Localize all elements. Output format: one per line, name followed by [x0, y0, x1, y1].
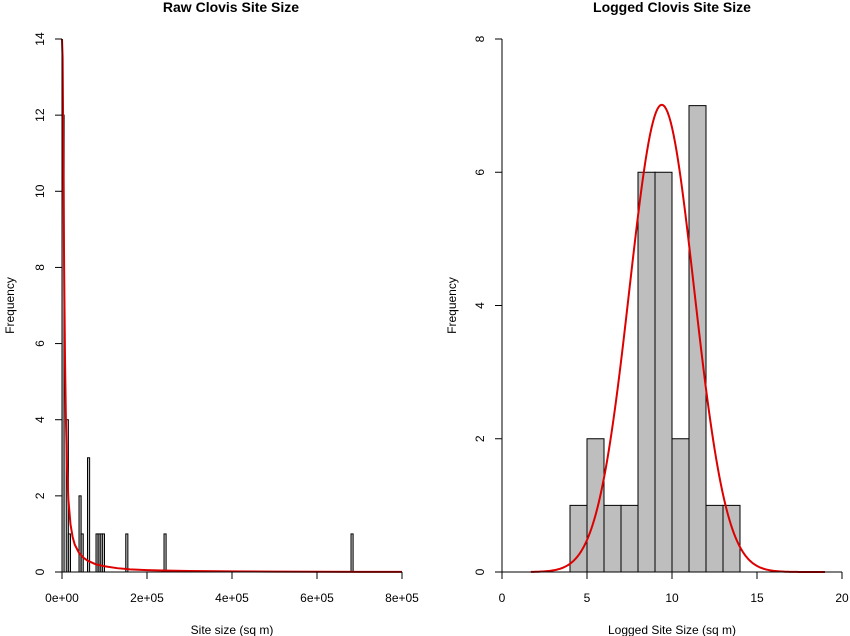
- histogram-bar: [87, 457, 91, 573]
- y-tick-label: 8: [473, 35, 487, 42]
- logged-site-size-histogram-panel: Logged Clovis Site Size 0 5 10 15 20 0 2 4 6 8 Logg…: [445, 0, 849, 636]
- x-tick-label: 20: [835, 591, 849, 605]
- x-tick-label: 2e+05: [130, 591, 164, 605]
- y-tick-label: 2: [33, 492, 47, 499]
- histogram-bar: [722, 504, 741, 573]
- x-tick-label: 6e+05: [300, 591, 334, 605]
- density-curve: [61, 38, 403, 573]
- y-tick-label: 6: [33, 340, 47, 347]
- x-tick-label: 15: [750, 591, 764, 605]
- y-tick-label: 4: [473, 302, 487, 309]
- x-tick-label: 10: [665, 591, 679, 605]
- histogram-bar: [125, 533, 129, 573]
- x-tick-label: 8e+05: [385, 591, 419, 605]
- y-tick-label: 6: [473, 169, 487, 176]
- histogram-bar: [637, 171, 656, 573]
- y-axis-label: Frequency: [3, 277, 17, 334]
- x-tick-label: 5: [584, 591, 591, 605]
- x-tick-label: 0: [499, 591, 506, 605]
- histogram-bar: [67, 533, 71, 573]
- x-axis-label: Logged Site Size (sq m): [608, 623, 736, 636]
- y-tick-label: 2: [473, 435, 487, 442]
- histogram-bar: [671, 438, 690, 573]
- y-tick-label: 8: [33, 264, 47, 271]
- chart-title: Raw Clovis Site Size: [163, 0, 299, 15]
- x-axis-label: Site size (sq m): [191, 623, 274, 636]
- y-tick-label: 14: [33, 32, 47, 46]
- histogram-bar: [80, 533, 84, 573]
- y-tick-label: 10: [33, 184, 47, 198]
- histogram-bar: [586, 438, 605, 573]
- histogram-bar: [705, 504, 724, 573]
- density-curve: [530, 103, 825, 573]
- histogram-bar: [163, 533, 167, 573]
- y-tick-label: 0: [33, 568, 47, 575]
- chart-title: Logged Clovis Site Size: [593, 0, 751, 15]
- y-axis-label: Frequency: [445, 277, 459, 334]
- x-tick-label: 4e+05: [215, 591, 249, 605]
- y-tick-label: 12: [33, 108, 47, 122]
- x-tick-label: 0e+00: [45, 591, 79, 605]
- histogram-bar: [620, 504, 639, 573]
- histogram-bar: [350, 533, 354, 573]
- y-tick-label: 4: [33, 416, 47, 423]
- histogram-bar: [603, 504, 622, 573]
- histogram-bar: [688, 105, 707, 573]
- y-tick-label: 0: [473, 568, 487, 575]
- histogram-bar: [654, 171, 673, 573]
- raw-site-size-histogram-panel: Raw Clovis Site Size 0e+00 2e+05 4e+05 6e+05…: [3, 0, 419, 636]
